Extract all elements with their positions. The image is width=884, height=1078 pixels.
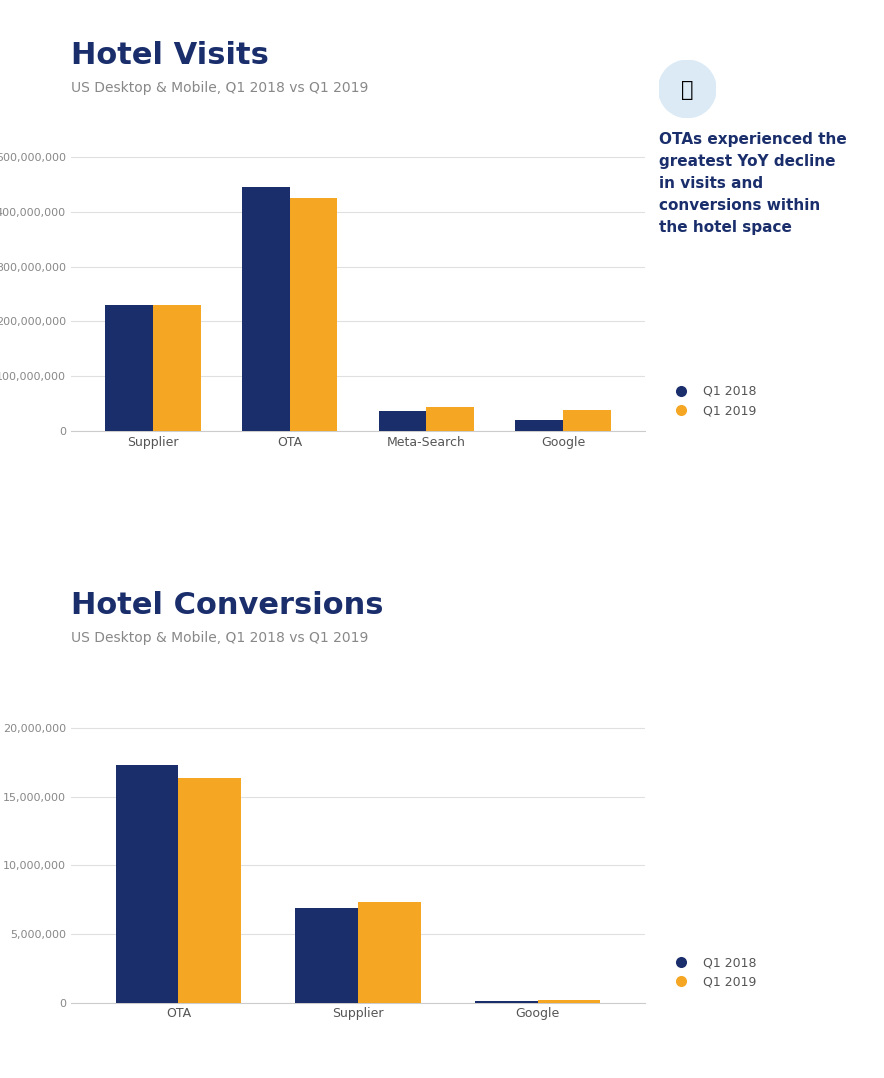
Legend: Q1 2018, Q1 2019: Q1 2018, Q1 2019	[663, 951, 761, 994]
Bar	[116, 765, 179, 1003]
Legend: Q1 2018, Q1 2019: Q1 2018, Q1 2019	[663, 379, 761, 423]
Bar	[515, 420, 563, 431]
Bar	[241, 186, 290, 431]
Text: Hotel Visits: Hotel Visits	[71, 41, 269, 70]
Bar	[563, 411, 611, 431]
Bar	[153, 305, 201, 431]
Bar	[290, 198, 338, 431]
Bar	[295, 908, 358, 1003]
Circle shape	[659, 60, 716, 118]
Bar	[105, 305, 153, 431]
Bar	[179, 777, 241, 1003]
Text: US Desktop & Mobile, Q1 2018 vs Q1 2019: US Desktop & Mobile, Q1 2018 vs Q1 2019	[71, 81, 368, 95]
Text: 💡: 💡	[681, 80, 694, 100]
Text: Hotel Conversions: Hotel Conversions	[71, 591, 384, 620]
Bar	[426, 406, 475, 431]
Text: OTAs experienced the
greatest YoY decline
in visits and
conversions within
the h: OTAs experienced the greatest YoY declin…	[659, 132, 846, 235]
Bar	[378, 411, 426, 431]
Text: US Desktop & Mobile, Q1 2018 vs Q1 2019: US Desktop & Mobile, Q1 2018 vs Q1 2019	[71, 631, 368, 645]
Bar	[358, 902, 421, 1003]
Bar	[475, 1001, 537, 1003]
Bar	[537, 1000, 600, 1003]
